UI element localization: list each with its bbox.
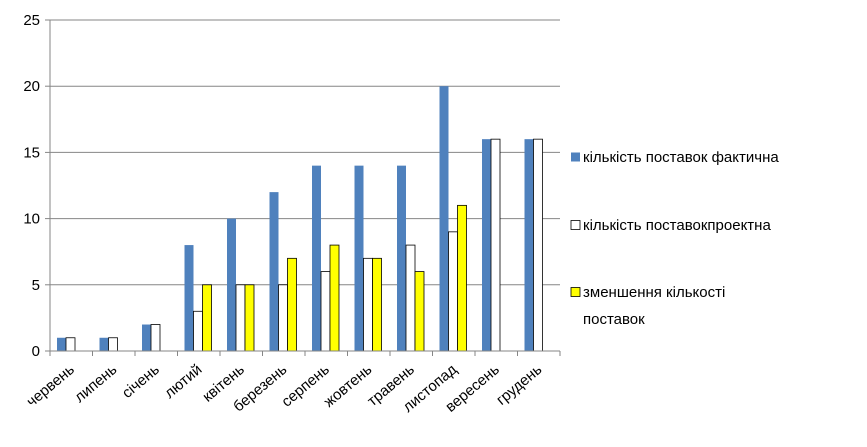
bar-planned	[193, 310, 203, 352]
bar-reduction	[329, 244, 340, 352]
bar-reduction	[202, 284, 212, 352]
bar-planned	[150, 324, 161, 352]
bar-actual	[524, 139, 534, 351]
legend: кількість поставок фактична кількість пос…	[570, 149, 779, 328]
bar-planned	[448, 231, 458, 352]
bar-planned	[533, 138, 543, 352]
bar-reduction	[244, 284, 255, 352]
bar-reduction	[287, 257, 297, 352]
x-category-label: червень	[23, 361, 78, 411]
bar-planned	[320, 271, 331, 352]
bar-reduction	[414, 271, 425, 352]
bar-reduction	[372, 257, 382, 352]
bar-actual	[184, 245, 194, 351]
legend-label: кількість поставок фактична	[583, 149, 779, 166]
bar-actual	[227, 218, 236, 351]
bar-planned	[363, 257, 373, 352]
x-category-label: січень	[119, 361, 163, 402]
legend-label: зменшення кількості	[583, 284, 725, 301]
bar-planned	[108, 337, 118, 352]
bar-actual	[269, 192, 279, 351]
bar-actual	[142, 324, 151, 351]
bar-actual	[99, 337, 109, 351]
bar-actual	[439, 86, 449, 351]
x-category-label: лютий	[161, 361, 205, 402]
x-category-label: грудень	[493, 361, 545, 409]
legend-label: кількість поставокпроектна	[583, 217, 771, 234]
bar-reduction	[457, 204, 467, 352]
legend-swatch-planned	[570, 220, 581, 230]
bar-planned	[65, 337, 76, 352]
y-tick-label: 25	[23, 12, 40, 29]
legend-swatch-actual	[571, 152, 580, 162]
bar-actual	[57, 337, 66, 351]
bar-actual	[397, 165, 406, 351]
bar-planned	[405, 244, 416, 352]
axes	[45, 19, 561, 356]
gridlines	[50, 19, 560, 286]
y-axis-tick-labels: 0 5 10 15 20 25	[23, 12, 40, 360]
bar-actual	[354, 165, 364, 351]
x-category-label: липень	[71, 361, 120, 406]
y-tick-label: 0	[32, 343, 40, 360]
bar-actual	[482, 139, 491, 351]
y-tick-label: 20	[23, 78, 40, 95]
bars	[57, 86, 543, 352]
bar-planned	[278, 284, 288, 352]
y-tick-label: 5	[32, 277, 40, 294]
bar-actual	[312, 165, 321, 351]
x-category-label: жовтень	[321, 361, 376, 411]
y-tick-label: 10	[23, 211, 40, 228]
legend-label: поставок	[583, 311, 645, 328]
y-tick-label: 15	[23, 144, 40, 161]
x-axis-category-labels: червеньлипеньсіченьлютийквітеньберезеньс…	[23, 361, 545, 416]
bar-planned	[490, 138, 501, 352]
bar-planned	[235, 284, 246, 352]
legend-swatch-reduction	[570, 287, 581, 297]
